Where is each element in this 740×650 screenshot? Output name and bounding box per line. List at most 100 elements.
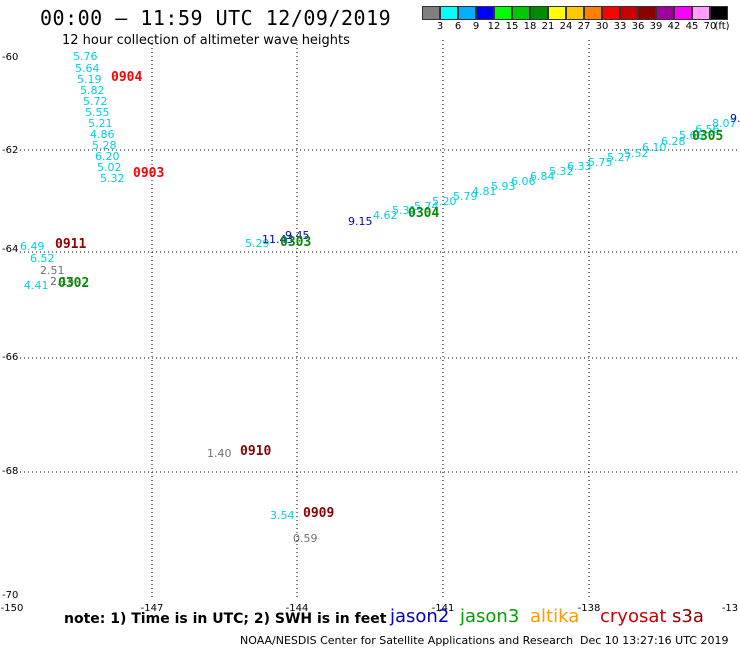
color-swatch xyxy=(566,6,584,20)
wave-height-value: 4.62 xyxy=(373,209,398,222)
wave-height-value: 5.93 xyxy=(491,180,516,193)
lat-label: -64 xyxy=(2,244,19,255)
wave-height-value: 5.66 xyxy=(679,129,704,142)
wave-height-value: 5.52 xyxy=(624,147,649,160)
wave-height-value: 4.41 xyxy=(24,279,49,292)
wave-height-value: 9.45 xyxy=(285,229,310,242)
color-swatch xyxy=(548,6,566,20)
color-scale-label: 36 xyxy=(631,21,645,32)
wave-height-value: 11.43 xyxy=(262,233,294,246)
wave-height-value: 5.74 xyxy=(414,200,439,213)
wave-height-value: 6.28 xyxy=(661,135,686,148)
wave-height-value: 5.29 xyxy=(245,237,270,250)
credit-timestamp: Dec 10 13:27:16 UTC 2019 xyxy=(580,634,729,647)
lat-label: -66 xyxy=(2,352,19,363)
color-scale-label: 21 xyxy=(541,21,555,32)
color-swatch xyxy=(584,6,602,20)
lon-label: -150 xyxy=(0,603,24,614)
wave-height-value: 5.27 xyxy=(607,151,632,164)
wave-height-value: 5.64 xyxy=(75,62,100,75)
legend-altika: altika xyxy=(530,606,580,627)
wave-height-value: 5.55 xyxy=(85,106,110,119)
wave-height-value: 8.07 xyxy=(712,117,737,130)
wave-height-value: 5.28 xyxy=(92,139,117,152)
color-scale-label: 70 xyxy=(703,21,717,32)
color-scale-label: 18 xyxy=(523,21,537,32)
page-title: 00:00 – 11:59 UTC 12/09/2019 xyxy=(40,6,392,30)
wave-height-value: 6.84 xyxy=(530,170,555,183)
color-scale-label: 6 xyxy=(454,21,462,32)
color-scale-label: 24 xyxy=(559,21,573,32)
wave-height-value: 5.82 xyxy=(80,84,105,97)
color-swatch xyxy=(530,6,548,20)
wave-height-value: 5.20 xyxy=(432,195,457,208)
color-swatch xyxy=(602,6,620,20)
wave-height-value: 5.72 xyxy=(83,95,108,108)
lat-label: -70 xyxy=(2,590,19,601)
color-scale-label: 45 xyxy=(685,21,699,32)
wave-height-value: 5.75 xyxy=(588,156,613,169)
color-swatch xyxy=(422,6,440,20)
storm-id-label: 0903 xyxy=(133,166,165,181)
wave-height-value: 5.76 xyxy=(73,50,98,63)
storm-id-label: 0911 xyxy=(55,237,87,252)
color-swatch xyxy=(512,6,530,20)
wave-height-value: 0.59 xyxy=(293,532,318,545)
storm-id-label: 0909 xyxy=(303,506,335,521)
wave-height-value: 5.79 xyxy=(453,190,478,203)
lon-label: -147 xyxy=(140,603,164,614)
storm-id-label: 0303 xyxy=(280,235,312,250)
lat-label: -62 xyxy=(2,145,19,156)
color-swatch xyxy=(476,6,494,20)
legend-cryosat: cryosat xyxy=(600,606,667,627)
color-scale-label: 30 xyxy=(595,21,609,32)
color-swatch xyxy=(638,6,656,20)
page-subtitle: 12 hour collection of altimeter wave hei… xyxy=(62,33,350,48)
wave-height-value: 6.33 xyxy=(567,160,592,173)
color-scale-label: 33 xyxy=(613,21,627,32)
color-swatch xyxy=(458,6,476,20)
color-scale-label: 39 xyxy=(649,21,663,32)
color-swatch xyxy=(620,6,638,20)
wave-height-value: 9. xyxy=(730,112,740,125)
credit-source: NOAA/NESDIS Center for Satellite Applica… xyxy=(240,634,574,647)
lon-label: -141 xyxy=(431,603,455,614)
wave-height-value: 5.02 xyxy=(97,161,122,174)
legend-jason3: jason3 xyxy=(460,606,520,627)
wave-height-value: 6.20 xyxy=(95,150,120,163)
storm-id-label: 0302 xyxy=(58,276,90,291)
color-scale-label: 42 xyxy=(667,21,681,32)
legend-s3a: s3a xyxy=(672,606,704,627)
wave-height-value: 5.32 xyxy=(100,172,125,185)
wave-height-value: 5.21 xyxy=(88,117,113,130)
color-swatch xyxy=(656,6,674,20)
wave-height-value: 4.81 xyxy=(472,185,497,198)
color-swatch xyxy=(692,6,710,20)
color-scale-label: 12 xyxy=(487,21,501,32)
lon-label: -13 xyxy=(721,603,739,614)
color-scale-label: 15 xyxy=(505,21,519,32)
color-scale-label: 3 xyxy=(436,21,444,32)
wave-height-value: 5.31 xyxy=(392,204,417,217)
wave-height-value: 3.54 xyxy=(270,509,295,522)
wave-height-value: 6.06 xyxy=(511,175,536,188)
storm-id-label: 0904 xyxy=(111,70,143,85)
lat-label: -60 xyxy=(2,52,19,63)
legend-jason2: jason2 xyxy=(390,606,450,627)
lon-label: -138 xyxy=(577,603,601,614)
color-swatch xyxy=(674,6,692,20)
color-swatch xyxy=(494,6,512,20)
wave-height-value: 5.19 xyxy=(77,73,102,86)
wave-height-value: 4.86 xyxy=(90,128,115,141)
wave-height-value: 2.51 xyxy=(40,264,65,277)
footer-note: note: 1) Time is in UTC; 2) SWH is in fe… xyxy=(64,611,387,627)
wave-height-value: 5.32 xyxy=(549,165,574,178)
lat-label: -68 xyxy=(2,466,19,477)
lon-label: -144 xyxy=(285,603,309,614)
wave-height-value: 6.49 xyxy=(20,240,45,253)
color-swatch xyxy=(440,6,458,20)
color-scale-label: 9 xyxy=(472,21,480,32)
wave-height-value: 6.10 xyxy=(642,141,667,154)
